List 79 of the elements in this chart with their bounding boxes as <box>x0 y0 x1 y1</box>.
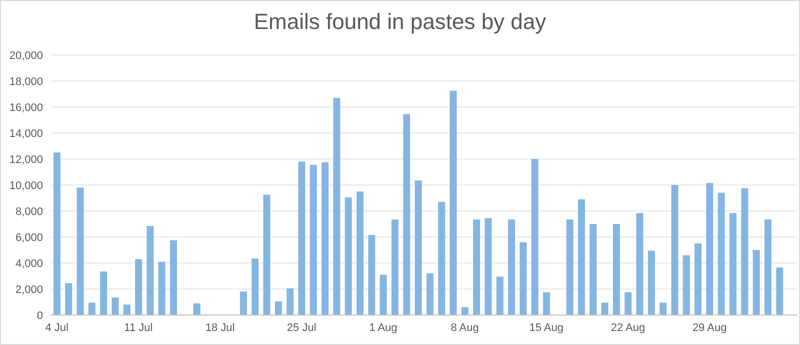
bar <box>333 98 340 315</box>
y-tick-label: 2,000 <box>15 284 43 296</box>
bar <box>752 250 760 315</box>
bar <box>671 185 678 315</box>
y-tick-label: 6,000 <box>15 232 43 244</box>
bar <box>636 212 644 315</box>
chart-title: Emails found in pastes by day <box>252 9 548 35</box>
bar <box>322 162 329 315</box>
bar <box>298 162 306 315</box>
bar <box>391 219 398 315</box>
bar <box>612 224 620 315</box>
bar <box>706 183 714 315</box>
bar <box>263 194 270 315</box>
y-tick-label: 18,000 <box>9 76 43 88</box>
bar <box>240 292 247 315</box>
bar <box>146 226 154 315</box>
x-tick-label: 25 Jul <box>286 322 316 334</box>
bar <box>193 303 200 315</box>
bar <box>65 283 72 315</box>
bar <box>601 302 608 315</box>
bar <box>461 307 468 315</box>
bar <box>590 224 597 315</box>
bar <box>403 114 410 315</box>
bar <box>414 180 422 315</box>
bar <box>135 259 142 315</box>
x-tick-label: 18 Jul <box>205 322 235 334</box>
y-tick-label: 4,000 <box>15 258 43 270</box>
bar <box>776 268 784 315</box>
x-tick-label: 15 Aug <box>529 322 564 334</box>
bar <box>543 292 550 315</box>
x-tick-label: 4 Jul <box>45 322 68 334</box>
bar <box>624 292 632 315</box>
y-tick-label: 10,000 <box>9 180 43 192</box>
x-tick-label: 22 Aug <box>610 322 646 334</box>
bar <box>123 304 130 315</box>
bar <box>741 188 748 315</box>
x-tick-label: 11 Jul <box>124 322 153 334</box>
bar <box>286 288 294 315</box>
bar <box>112 297 119 315</box>
bar <box>426 273 434 315</box>
bar <box>520 242 527 315</box>
bar <box>660 302 667 315</box>
bar <box>100 271 108 315</box>
bar <box>764 219 772 315</box>
bar <box>682 255 690 315</box>
x-tick-label: 8 Aug <box>450 322 479 334</box>
bar <box>158 262 166 315</box>
bar <box>648 250 655 315</box>
bar <box>88 302 96 315</box>
y-tick-label: 12,000 <box>9 154 43 166</box>
bar <box>566 219 574 315</box>
bar <box>484 218 492 315</box>
bar <box>578 199 585 315</box>
bar <box>252 258 259 315</box>
bar <box>368 235 376 315</box>
bar <box>694 244 702 315</box>
bar <box>356 192 364 315</box>
bar <box>310 164 317 315</box>
y-tick-label: 20,000 <box>9 50 43 62</box>
y-tick-label: 14,000 <box>9 128 43 140</box>
bar <box>380 274 387 315</box>
bar <box>438 202 446 315</box>
y-tick-label: 8,000 <box>15 206 43 218</box>
bar <box>718 192 725 315</box>
y-tick-label: 0 <box>36 310 43 322</box>
bar <box>76 188 84 315</box>
x-tick-label: 29 Aug <box>692 322 727 334</box>
bar <box>274 301 282 315</box>
bar <box>730 212 737 315</box>
bar <box>508 219 516 315</box>
y-tick-label: 16,000 <box>9 102 43 114</box>
bar <box>450 90 457 315</box>
x-tick-label: 1 Aug <box>369 322 398 334</box>
bar <box>531 159 538 315</box>
bar <box>170 240 178 315</box>
bar <box>344 197 352 315</box>
bar <box>53 152 60 315</box>
bar <box>496 276 504 315</box>
bar <box>473 219 480 315</box>
